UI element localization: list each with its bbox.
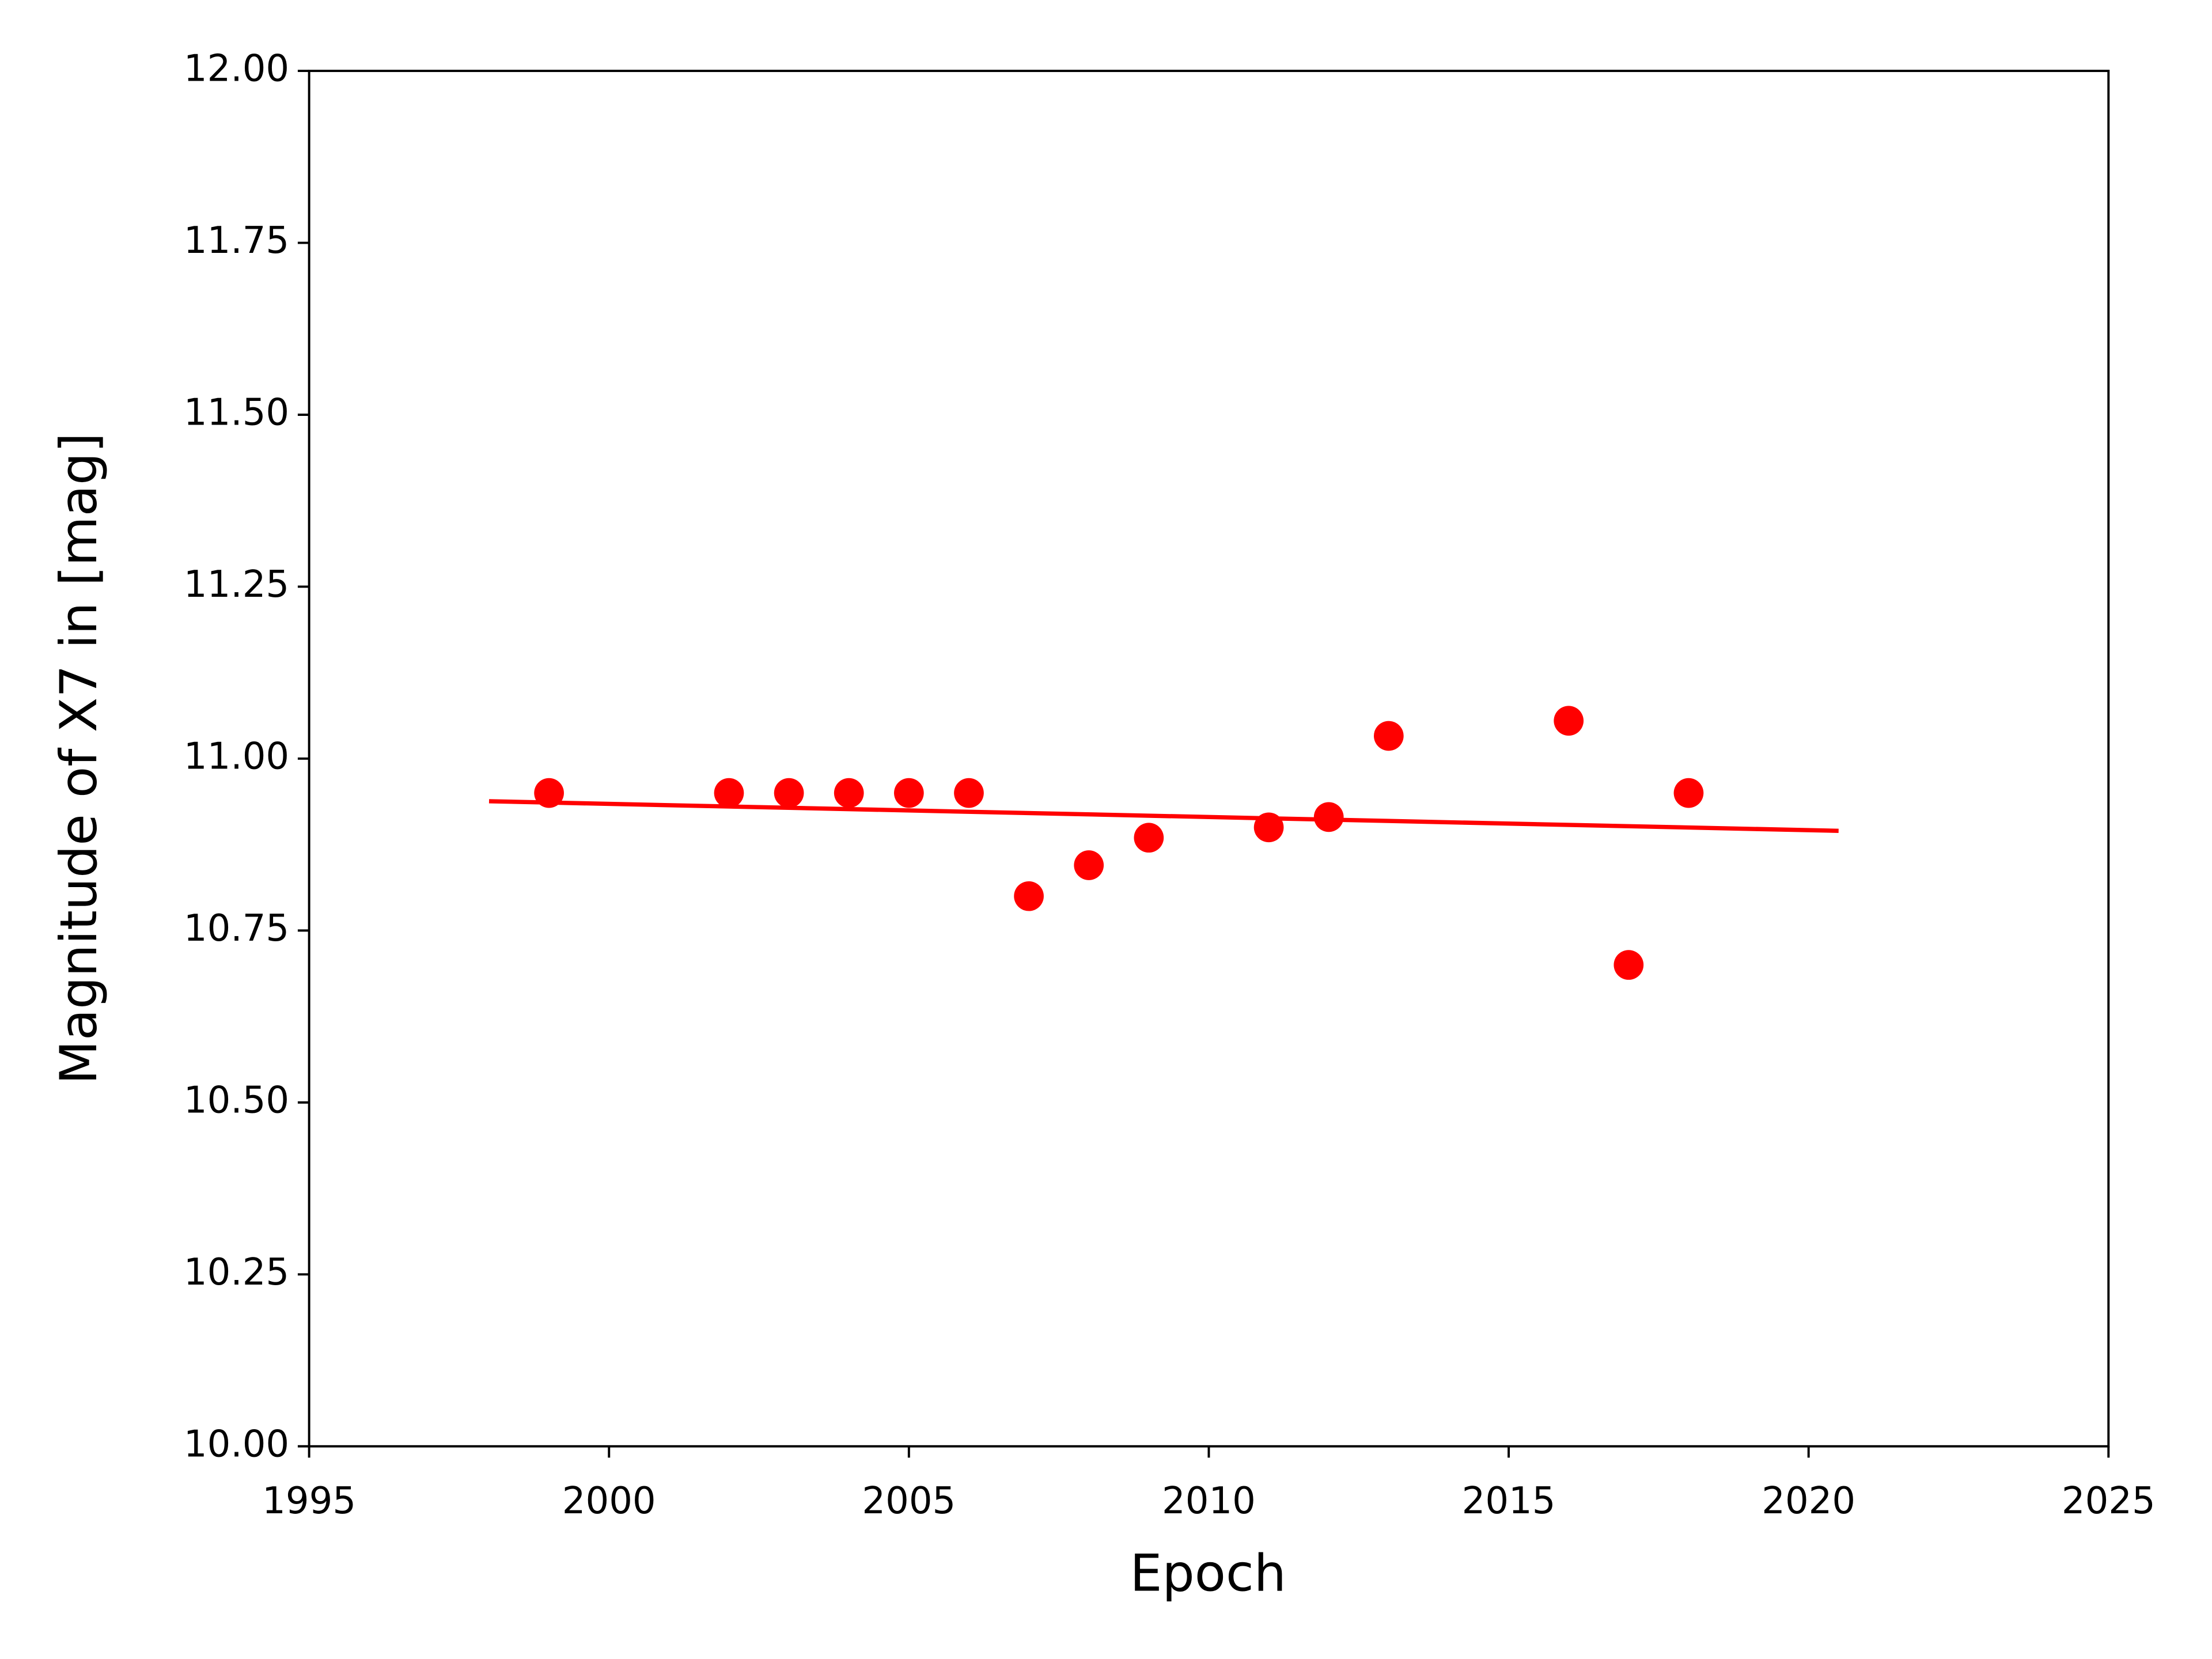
y-tick-label: 11.50 (184, 392, 289, 434)
data-point (954, 778, 984, 808)
y-tick-label: 11.00 (184, 736, 289, 778)
data-point (1673, 778, 1704, 808)
x-tick-label: 2020 (1762, 1480, 1855, 1522)
data-point (714, 778, 744, 808)
y-tick-label: 10.75 (184, 907, 289, 950)
data-point (834, 778, 864, 808)
data-point (1134, 823, 1164, 853)
data-point (1313, 802, 1344, 832)
plot-frame (308, 70, 2110, 1448)
data-point (1253, 812, 1284, 843)
x-tick-label: 2025 (2062, 1480, 2156, 1522)
data-point (894, 778, 924, 808)
data-point (774, 778, 804, 808)
data-point (1554, 706, 1584, 736)
x-tick-label: 1995 (262, 1480, 356, 1522)
x-tick-label: 2005 (862, 1480, 956, 1522)
data-point (1373, 721, 1404, 751)
data-point (1074, 850, 1104, 880)
data-point (1613, 950, 1644, 980)
y-tick-label: 10.25 (184, 1251, 289, 1294)
y-tick-label: 11.25 (184, 563, 289, 606)
y-tick-label: 10.50 (184, 1079, 289, 1122)
x-tick-label: 2000 (562, 1480, 656, 1522)
x-tick-label: 2015 (1462, 1480, 1556, 1522)
data-point (534, 778, 564, 808)
fit-line (488, 799, 1839, 833)
x-axis-label: Epoch (1130, 1544, 1286, 1603)
data-point (1014, 881, 1044, 911)
x-tick-label: 2010 (1162, 1480, 1256, 1522)
y-tick-label: 12.00 (184, 48, 289, 90)
y-tick-label: 10.00 (184, 1423, 289, 1465)
y-tick-label: 11.75 (184, 219, 289, 262)
y-axis-label: Magnitude of X7 in [mag] (49, 433, 108, 1084)
